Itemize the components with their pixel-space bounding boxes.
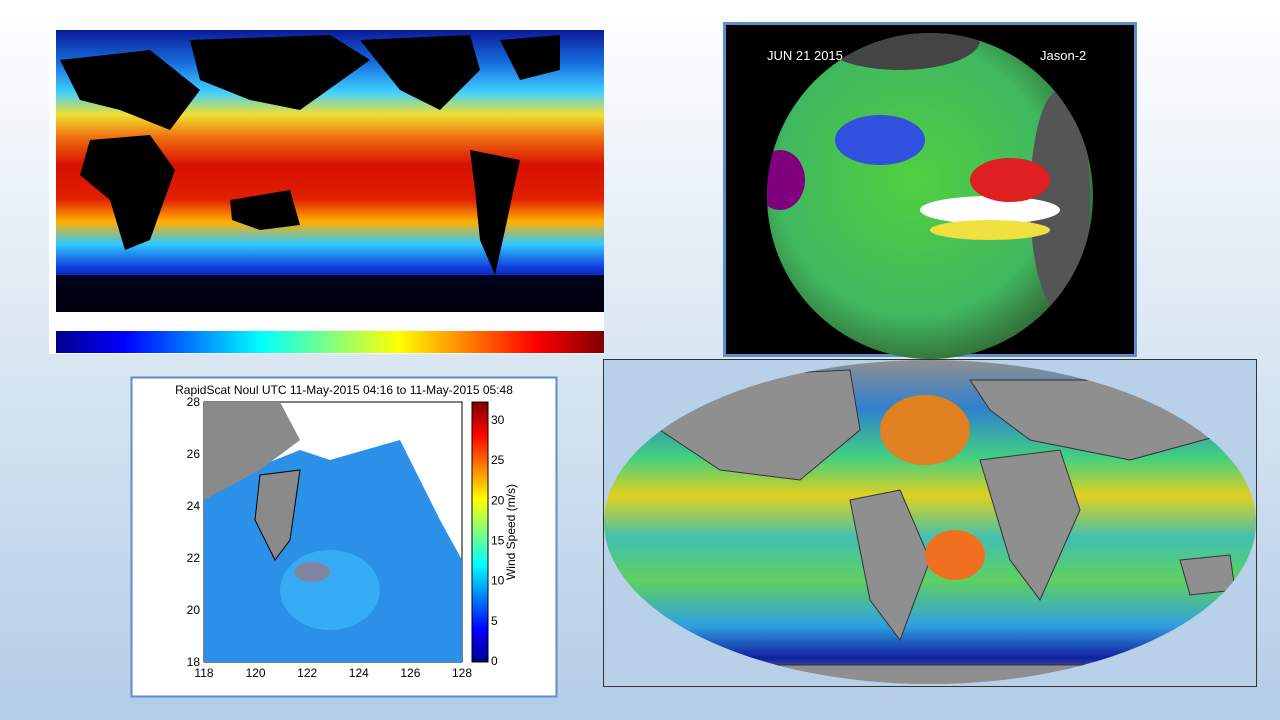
globe-date: JUN 21 2015	[767, 48, 843, 63]
y-tick-label: 20	[187, 603, 201, 617]
colorbar-tick-label: 20	[491, 493, 505, 507]
y-tick-label: 24	[187, 499, 201, 513]
x-tick-label: 118	[194, 666, 213, 680]
globe-satellite: Jason-2	[1040, 48, 1086, 63]
wind-plot: RapidScat Noul UTC 11-May-2015 04:16 to …	[130, 376, 558, 698]
colorbar-tick-label: 15	[491, 534, 505, 548]
y-tick-label: 22	[187, 551, 201, 565]
x-tick-label: 122	[297, 666, 317, 680]
colorbar-tick-label: 5	[491, 614, 498, 628]
colorbar-tick-label: 10	[491, 574, 505, 588]
x-tick-label: 128	[452, 666, 472, 680]
salinity-map	[603, 359, 1257, 687]
x-tick-label: 120	[246, 666, 266, 680]
wind-title: RapidScat Noul UTC 11-May-2015 04:16 to …	[175, 383, 513, 397]
colorbar-label: Wind Speed (m/s)	[504, 484, 518, 580]
sst-map	[49, 28, 604, 354]
y-tick-label: 26	[187, 447, 201, 461]
globe-map: JUN 21 2015 Jason-2	[723, 22, 1137, 359]
colorbar-tick-label: 0	[491, 654, 498, 668]
x-tick-label: 124	[349, 666, 369, 680]
y-tick-label: 28	[187, 395, 201, 409]
colorbar-tick-label: 30	[491, 413, 505, 427]
x-tick-label: 126	[400, 666, 420, 680]
colorbar-tick-label: 25	[491, 453, 505, 467]
y-tick-label: 18	[187, 655, 201, 669]
